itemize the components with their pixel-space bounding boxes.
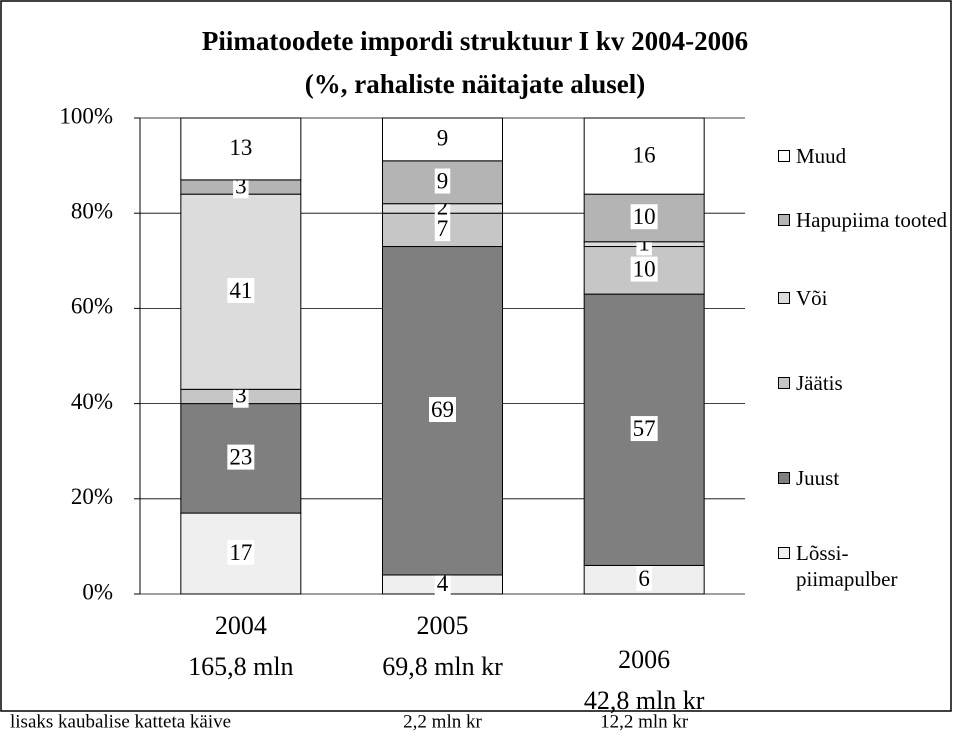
category-total: 165,8 mln xyxy=(188,652,293,681)
legend-label: Jäätis xyxy=(796,371,843,395)
note-value: 12,2 mln kr xyxy=(600,711,689,732)
legend-item: Jäätis xyxy=(778,370,948,396)
chart-subtitle: (%, rahaliste näitajate alusel) xyxy=(305,69,645,99)
data-label: 3 xyxy=(235,383,247,408)
category-total: 69,8 mln kr xyxy=(382,652,503,681)
data-label: 13 xyxy=(229,135,252,160)
data-label-bg xyxy=(636,566,652,592)
data-label-bg xyxy=(434,125,451,151)
chart-title: Piimatoodete impordi struktuur I kv 2004… xyxy=(202,26,748,56)
data-label-bg xyxy=(227,278,255,304)
data-label-bg xyxy=(434,216,451,242)
data-label-bg xyxy=(434,570,451,596)
y-tick-label: 60% xyxy=(71,294,113,319)
legend-item: Muud xyxy=(778,143,948,169)
legend-item: Lõssi-piimapulber xyxy=(778,540,948,592)
y-tick-label: 20% xyxy=(71,484,113,509)
y-tick-label: 40% xyxy=(71,389,113,414)
data-label-bg xyxy=(630,416,658,442)
data-label: 57 xyxy=(633,416,656,441)
data-label-bg xyxy=(227,539,255,565)
category-total: 42,8 mln kr xyxy=(584,686,705,715)
legend-swatch xyxy=(778,214,790,226)
data-label: 41 xyxy=(229,278,252,303)
legend-label: Või xyxy=(796,286,828,310)
x-tick-label: 2006 xyxy=(618,645,670,674)
data-label-bg xyxy=(227,444,255,470)
legend-label: Juust xyxy=(796,466,840,490)
y-tick-label: 80% xyxy=(71,198,113,223)
y-tick-label: 100% xyxy=(59,103,113,128)
legend-swatch xyxy=(778,547,790,559)
data-label: 16 xyxy=(633,142,656,167)
data-label-bg xyxy=(227,135,255,161)
data-label-bg xyxy=(434,168,451,194)
data-label-bg xyxy=(429,397,456,423)
legend-item: Juust xyxy=(778,465,948,491)
data-label: 17 xyxy=(229,540,252,565)
x-tick-label: 2005 xyxy=(417,611,469,640)
data-label: 10 xyxy=(633,204,656,229)
legend-swatch xyxy=(778,377,790,389)
data-label: 3 xyxy=(235,173,247,198)
note-value: 2,2 mln kr xyxy=(403,711,482,732)
legend-label: Lõssi-piimapulber xyxy=(796,541,898,591)
legend-item: Või xyxy=(778,285,948,311)
data-label-bg xyxy=(630,204,658,230)
data-label-bg xyxy=(630,142,658,168)
legend-label: Muud xyxy=(796,144,847,168)
data-label: 69 xyxy=(431,397,454,422)
legend-label: Hapupiima tooted xyxy=(796,208,948,232)
note-label: lisaks kaubalise katteta käive xyxy=(10,711,231,732)
data-label: 2 xyxy=(437,195,449,220)
data-label-bg xyxy=(630,256,658,282)
legend-swatch xyxy=(778,472,790,484)
frame xyxy=(0,0,952,712)
data-label: 6 xyxy=(638,566,650,591)
y-tick-label: 0% xyxy=(82,579,113,604)
data-label: 23 xyxy=(229,445,252,470)
legend-swatch xyxy=(778,150,790,162)
legend-swatch xyxy=(778,292,790,304)
data-label: 9 xyxy=(437,169,449,194)
data-label: 9 xyxy=(437,126,449,151)
x-tick-label: 2004 xyxy=(215,611,267,640)
data-label: 10 xyxy=(633,257,656,282)
data-label: 7 xyxy=(437,216,449,241)
data-label: 4 xyxy=(437,571,449,596)
legend-item: Hapupiima tooted xyxy=(778,207,948,233)
data-label: 1 xyxy=(638,230,650,255)
